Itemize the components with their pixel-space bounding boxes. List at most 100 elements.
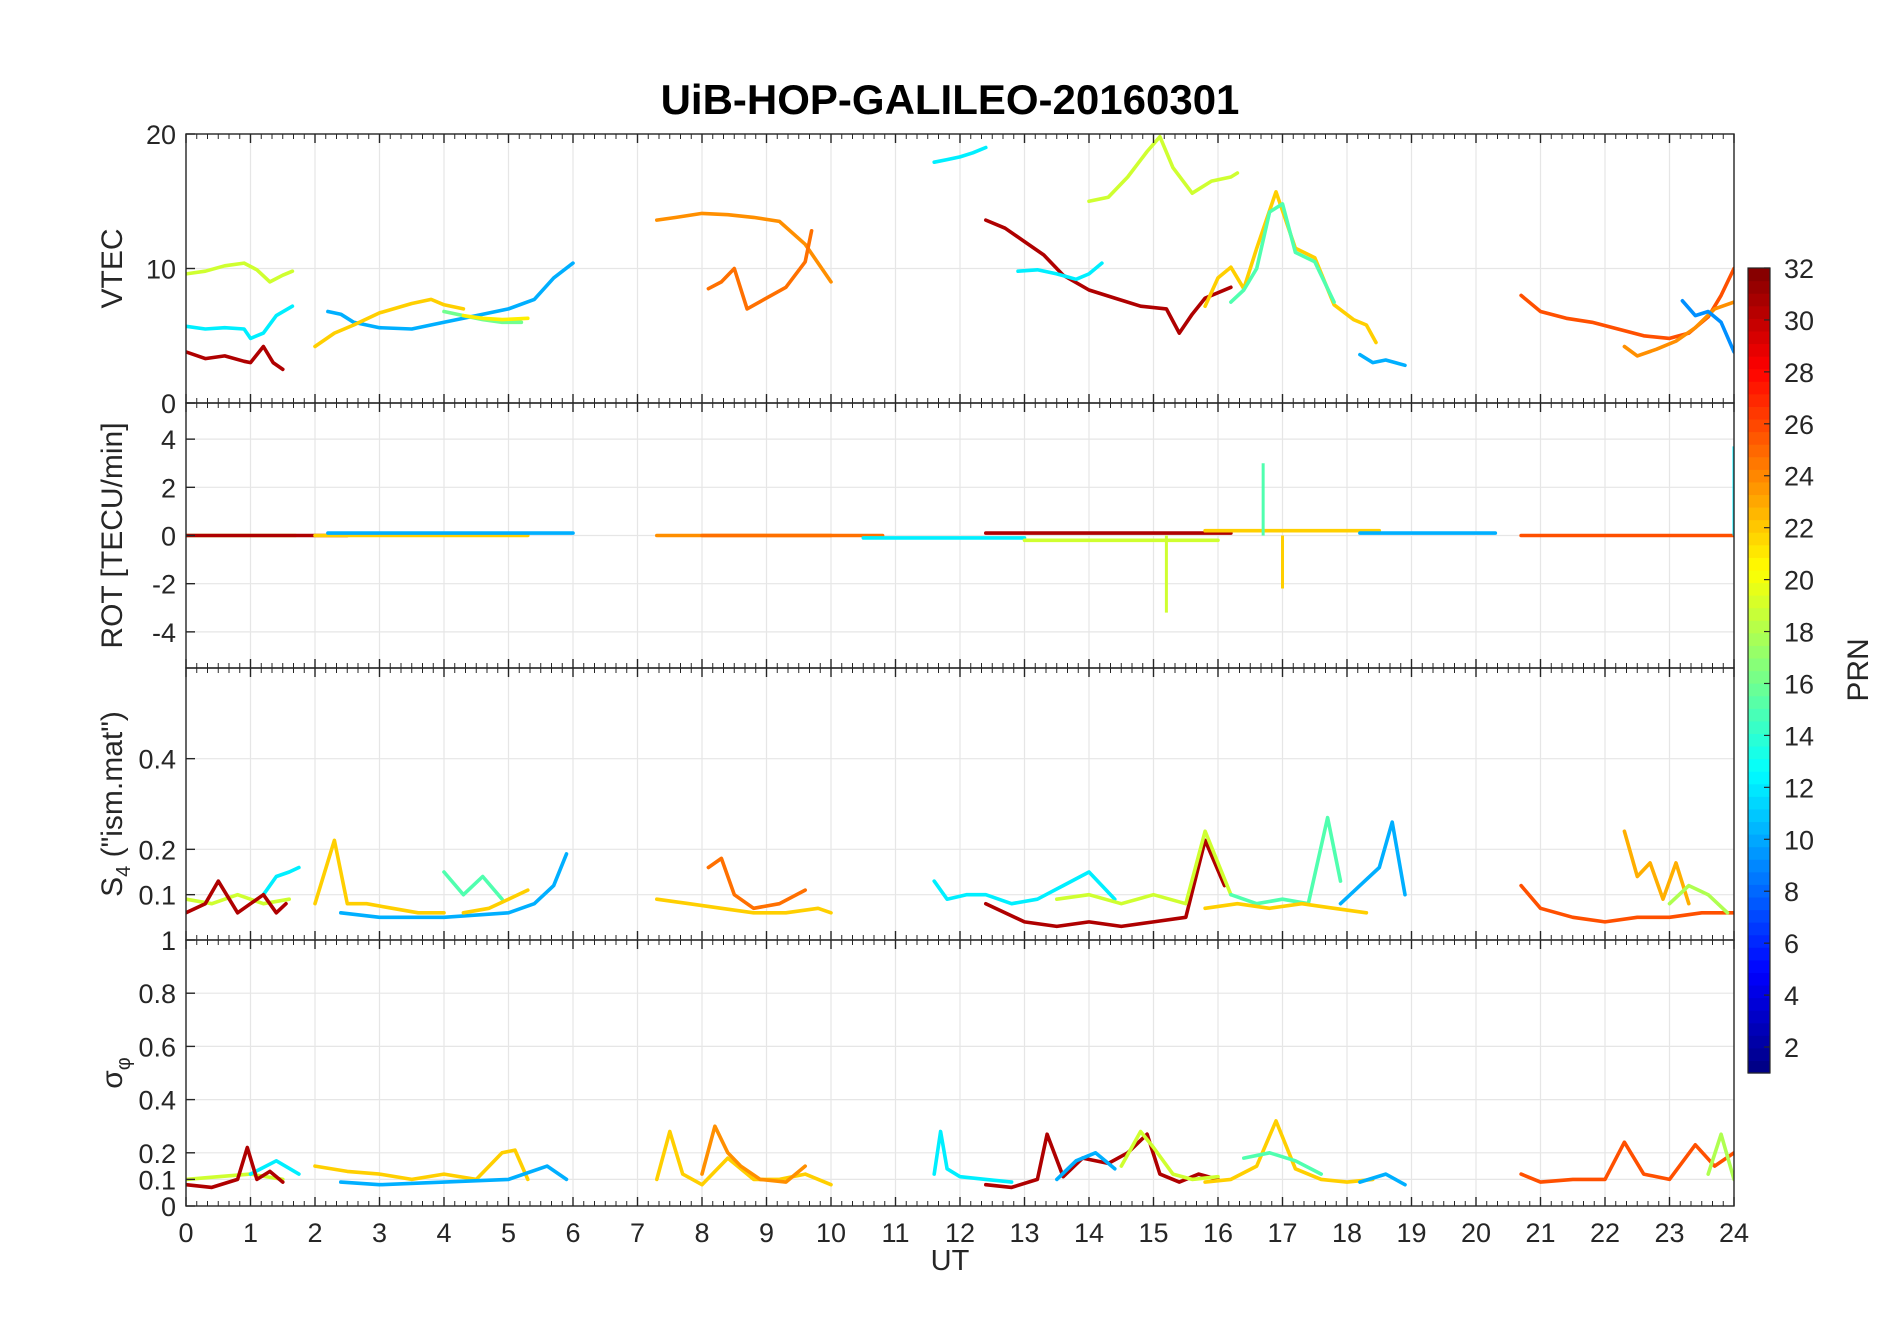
series-line-prn-10 [1358, 1172, 1407, 1187]
x-tick-label: 7 [630, 1218, 645, 1248]
series-line-prn-19 [186, 892, 292, 906]
colorbar-tick-label: 14 [1784, 721, 1814, 751]
colorbar-swatch [1748, 368, 1770, 382]
series-line-prn-21 [461, 313, 530, 322]
series-line-prn-31 [186, 344, 285, 372]
y-tick-label: 0.6 [138, 1032, 176, 1062]
colorbar-swatch [1748, 808, 1770, 823]
colorbar-tick-label: 8 [1784, 877, 1799, 907]
colorbar-tick-label: 28 [1784, 358, 1814, 388]
y-tick-label: 20 [146, 120, 176, 150]
colorbar-tick-label: 26 [1784, 410, 1814, 440]
series-line-prn-31 [983, 838, 1227, 929]
series-line-prn-10 [1358, 352, 1407, 368]
series-group [186, 134, 1734, 372]
x-tick-label: 9 [759, 1218, 774, 1248]
colorbar-swatch [1748, 393, 1770, 407]
colorbar-swatch [1748, 595, 1770, 609]
series-line-prn-25 [706, 856, 808, 911]
series-line-prn-22 [654, 1129, 833, 1187]
colorbar-swatch [1748, 293, 1770, 307]
colorbar-swatch [1748, 1047, 1770, 1062]
colorbar-swatch [1748, 896, 1770, 911]
colorbar-swatch [1748, 557, 1770, 571]
colorbar-label: PRN [1842, 638, 1875, 701]
colorbar-frame [1747, 267, 1771, 1074]
colorbar-swatch [1748, 909, 1770, 923]
y-tick-label: -2 [152, 570, 176, 600]
colorbar-swatch [1748, 1035, 1770, 1049]
colorbar-swatch [1748, 494, 1770, 508]
series-line-prn-12 [1016, 261, 1104, 282]
series-line-prn-22 [1203, 1119, 1375, 1184]
x-tick-label: 16 [1203, 1218, 1233, 1248]
series-line-prn-22 [461, 888, 530, 915]
y-tick-label: 0 [161, 389, 176, 419]
colorbar-swatch [1748, 1060, 1770, 1074]
x-tick-label: 13 [1009, 1218, 1039, 1248]
colorbar-swatch [1748, 532, 1770, 546]
colorbar-swatch [1748, 318, 1770, 332]
colorbar-swatch [1748, 871, 1770, 885]
colorbar-swatch [1748, 771, 1770, 785]
colorbar-swatch [1748, 997, 1770, 1011]
y-axis-title-base: S [96, 877, 129, 897]
y-tick-label: 0.1 [138, 881, 176, 911]
y-tick-label: 0.1 [138, 1165, 176, 1195]
x-axis-title: UT [931, 1245, 970, 1277]
colorbar-swatch [1748, 733, 1770, 747]
series-line-prn-15 [1242, 1151, 1323, 1176]
y-axis-title-1: VTEC [96, 228, 129, 308]
x-tick-label: 23 [1654, 1218, 1684, 1248]
series-line-prn-18 [1667, 883, 1730, 915]
y-tick-label: 0.4 [138, 1086, 176, 1116]
colorbar-swatch [1748, 330, 1770, 345]
series-line-prn-12 [932, 145, 988, 164]
colorbar-swatch [1748, 796, 1770, 810]
y-tick-label: 0.4 [138, 745, 176, 775]
series-line-prn-19 [1119, 1129, 1220, 1182]
series-line-prn-12 [186, 304, 295, 341]
y-axis-title-3: S4 ("ism.mat") [96, 711, 135, 897]
y-axis-title-rest: ("ism.mat") [96, 711, 129, 866]
series-line-prn-19 [1087, 134, 1240, 204]
y-axis-title-base: σ [96, 1070, 129, 1089]
series-line-prn-15 [1229, 202, 1336, 304]
y-tick-label: 0 [161, 522, 176, 552]
colorbar-swatch [1748, 343, 1770, 357]
y-tick-label: 0.8 [138, 979, 176, 1009]
colorbar-swatch [1748, 356, 1770, 370]
colorbar-swatch [1748, 406, 1770, 420]
series-line-prn-19 [1055, 829, 1233, 906]
colorbar-swatch [1748, 834, 1770, 848]
y-axis-title-subscript: φ [113, 1057, 135, 1070]
colorbar-swatch [1748, 947, 1770, 961]
series-line-prn-15 [1229, 815, 1343, 906]
x-tick-label: 6 [565, 1218, 580, 1248]
series-line-prn-24 [700, 1124, 808, 1184]
x-tick-label: 19 [1396, 1218, 1426, 1248]
x-tick-label: 14 [1074, 1218, 1104, 1248]
y-axis-title-4: σφ [96, 1057, 135, 1089]
colorbar-swatch [1748, 783, 1770, 797]
y-tick-label: 0 [161, 1192, 176, 1222]
colorbar-tick-label: 18 [1784, 618, 1814, 648]
y-tick-label: 0.2 [138, 835, 176, 865]
colorbar-swatch [1748, 720, 1770, 734]
colorbar-tick-label: 24 [1784, 462, 1814, 492]
series-line-prn-31 [186, 1145, 285, 1190]
colorbar-swatch [1748, 657, 1770, 672]
colorbar-swatch [1748, 695, 1770, 709]
series-line-prn-24 [1622, 300, 1734, 358]
colorbar-swatch [1748, 418, 1770, 433]
colorbar-swatch [1748, 569, 1770, 584]
colorbar-swatch [1748, 821, 1770, 835]
colorbar-swatch [1748, 934, 1770, 948]
series-line-prn-24 [654, 211, 833, 284]
colorbar-swatch [1748, 456, 1770, 470]
series-line-prn-12 [932, 870, 1117, 906]
colorbar-swatch [1748, 846, 1770, 860]
colorbar-swatch [1748, 708, 1770, 722]
